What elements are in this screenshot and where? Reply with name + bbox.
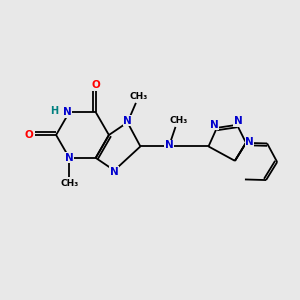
Text: N: N [164, 140, 173, 150]
Text: O: O [91, 80, 100, 90]
Text: O: O [25, 130, 34, 140]
Text: N: N [123, 116, 132, 126]
Text: N: N [62, 107, 71, 117]
Text: N: N [110, 167, 119, 177]
Text: CH₃: CH₃ [169, 116, 188, 125]
Text: N: N [210, 120, 219, 130]
Text: N: N [245, 136, 254, 147]
Text: CH₃: CH₃ [61, 179, 79, 188]
Text: N: N [65, 153, 74, 163]
Text: CH₃: CH₃ [129, 92, 147, 101]
Text: H: H [50, 106, 58, 116]
Text: N: N [234, 116, 243, 126]
